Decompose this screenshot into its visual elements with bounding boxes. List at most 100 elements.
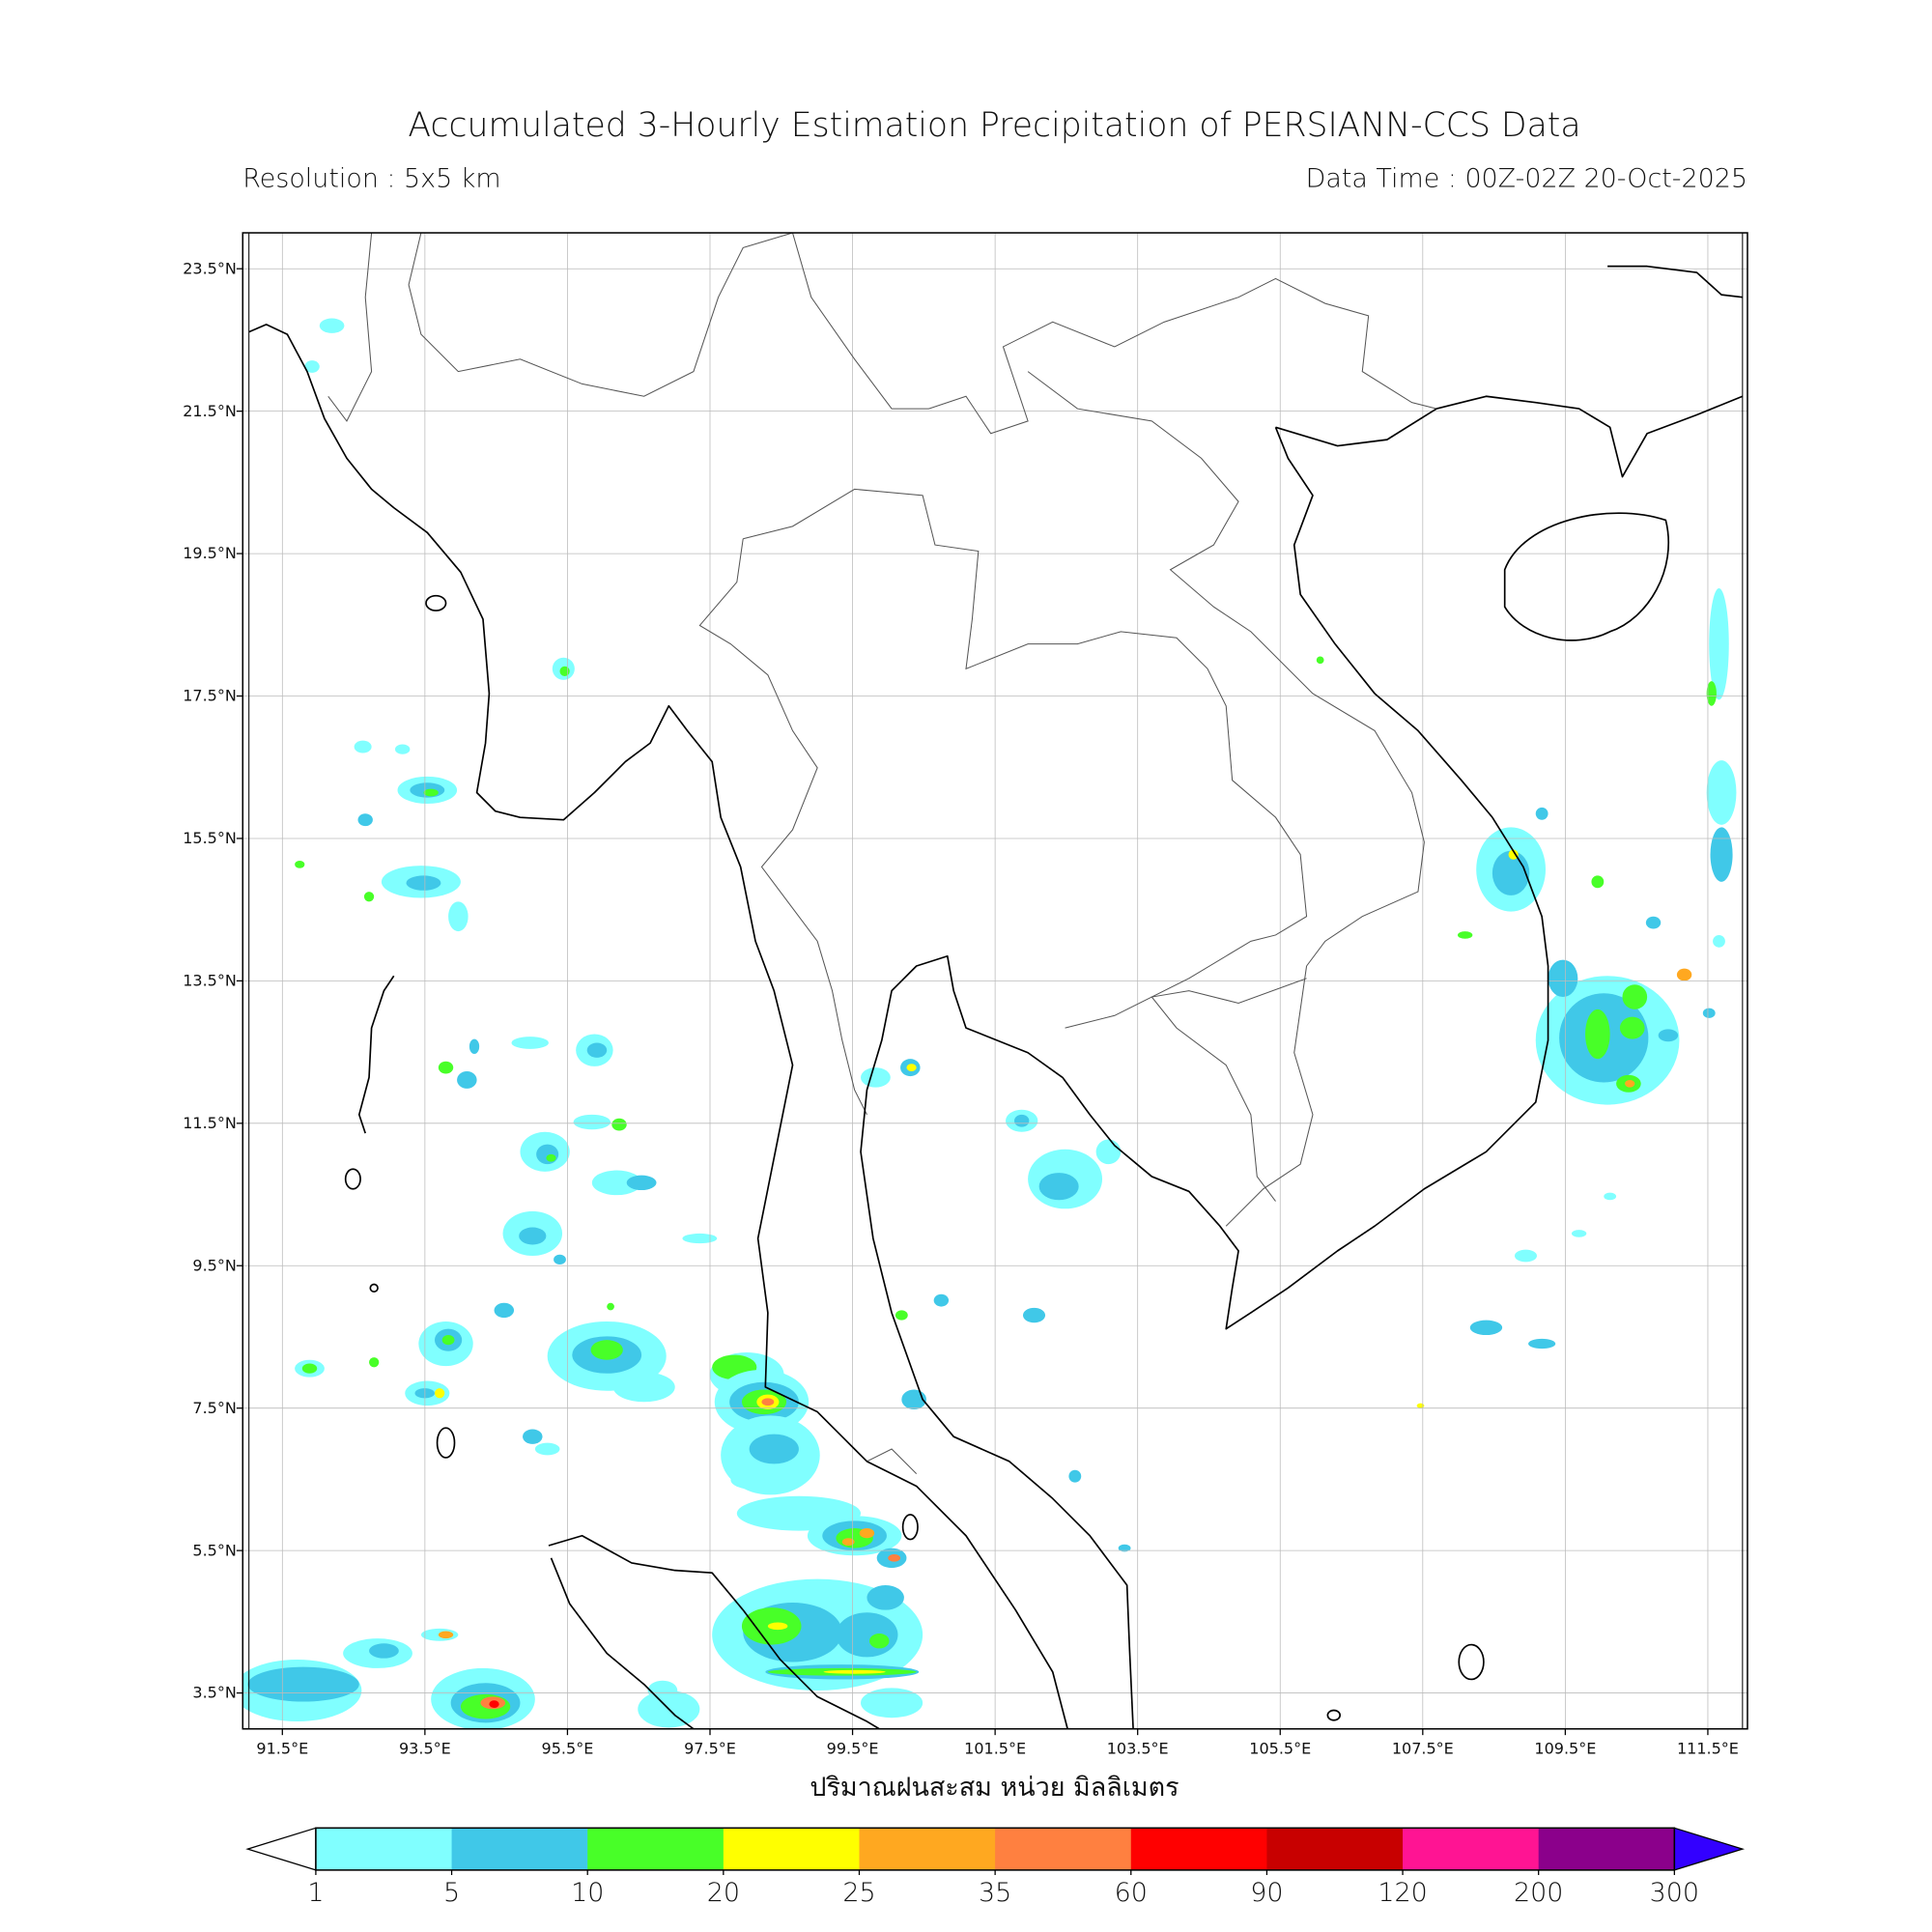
rain-cell <box>1571 1230 1587 1237</box>
rain-cell <box>357 813 373 827</box>
colorbar-over-triangle <box>1673 1827 1746 1871</box>
lat-tick-label: 23.5°N <box>183 259 237 277</box>
rain-cell <box>823 1669 886 1674</box>
rain-cell <box>448 901 469 932</box>
rain-cell <box>1622 984 1648 1009</box>
lat-tick-label: 5.5°N <box>192 1541 236 1559</box>
island <box>369 1283 379 1293</box>
rain-cell <box>1710 827 1733 882</box>
rain-cell <box>301 1363 318 1374</box>
rain-cell <box>534 1442 560 1456</box>
rain-cell <box>869 1634 890 1649</box>
rain-cell <box>1022 1307 1046 1323</box>
colorbar-under-triangle <box>245 1827 317 1871</box>
lon-tick-label: 103.5°E <box>1107 1739 1169 1757</box>
country-border <box>698 538 867 1116</box>
rain-cell <box>319 318 345 333</box>
resolution-label: Resolution : 5x5 km <box>242 164 500 194</box>
figure-title: Accumulated 3-Hourly Estimation Precipit… <box>408 106 1580 145</box>
rain-cell <box>546 1153 556 1162</box>
island <box>425 594 447 611</box>
rain-cell <box>591 1170 642 1196</box>
rain-cell <box>1095 1139 1122 1165</box>
rain-cell <box>1528 1338 1556 1350</box>
colorbar-segment <box>315 1828 453 1870</box>
rain-cell <box>354 740 372 753</box>
rain-cell <box>906 1064 917 1071</box>
lat-tick-label: 11.5°N <box>183 1114 237 1132</box>
rain-cell <box>1625 1079 1635 1088</box>
island <box>1326 1709 1342 1721</box>
colorbar-label: 60 <box>1115 1878 1148 1908</box>
colorbar-label: 35 <box>979 1878 1011 1908</box>
lat-tick-label: 15.5°N <box>183 829 237 847</box>
coastline <box>1607 265 1743 298</box>
rain-cell <box>1508 849 1519 860</box>
rain-cell <box>494 1302 515 1319</box>
rain-cell <box>536 1144 559 1165</box>
rain-cell <box>1706 760 1737 825</box>
rain-cell <box>767 1622 788 1631</box>
rain-layer <box>242 318 1737 1729</box>
lat-tick-label: 13.5°N <box>183 972 237 990</box>
rain-cell <box>1645 916 1662 929</box>
axis-ticks: 91.5°E 93.5°E 95.5°E 97.5°E 99.5°E 101.5°E 103… <box>183 259 1739 1757</box>
x-axis-label: ปริมาณฝนสะสม หน่วย มิลลิเมตร <box>810 1773 1179 1803</box>
rain-cell <box>1709 587 1729 700</box>
rain-cell <box>1591 875 1605 889</box>
rain-cell <box>1548 959 1578 998</box>
country-border <box>1027 371 1425 967</box>
colorbar-label: 1 <box>307 1878 324 1908</box>
colorbar-segment <box>723 1828 861 1870</box>
rain-cell <box>1416 1403 1425 1408</box>
rain-cell <box>590 1340 623 1360</box>
rain-cell <box>607 1302 614 1311</box>
rain-cell <box>489 1700 499 1708</box>
lon-tick-label: 91.5°E <box>256 1739 308 1757</box>
rain-cell <box>1619 1016 1645 1039</box>
lon-tick-label: 99.5°E <box>827 1739 879 1757</box>
lon-tick-label: 101.5°E <box>964 1739 1026 1757</box>
lat-tick-label: 9.5°N <box>192 1256 236 1274</box>
rain-cell <box>867 1585 904 1610</box>
data-time-label: Data Time : 00Z-02Z 20-Oct-2025 <box>1306 164 1747 194</box>
rain-cell <box>1676 968 1692 981</box>
rain-cell <box>441 1335 455 1346</box>
rain-cell <box>1118 1544 1131 1552</box>
lon-tick-label: 111.5°E <box>1677 1739 1739 1757</box>
country-border <box>327 233 373 422</box>
country-border <box>408 233 793 397</box>
rain-cell <box>1038 1173 1079 1201</box>
rain-cell <box>933 1293 950 1307</box>
colorbar-label: 20 <box>707 1878 740 1908</box>
lon-tick-label: 109.5°E <box>1534 1739 1596 1757</box>
lon-tick-label: 97.5°E <box>684 1739 736 1757</box>
rain-cell <box>1469 1320 1503 1336</box>
rain-cell <box>1068 1469 1082 1483</box>
lon-tick-label: 95.5°E <box>542 1739 594 1757</box>
rain-cell <box>457 1070 477 1089</box>
rain-cell <box>1514 1249 1538 1263</box>
rain-cell <box>469 1038 480 1055</box>
colorbar-label: 90 <box>1250 1878 1283 1908</box>
lon-tick-label: 105.5°E <box>1249 1739 1311 1757</box>
lon-tick-label: 93.5°E <box>399 1739 451 1757</box>
colorbar: 1 5 10 20 25 35 60 90 120 200 300 <box>245 1827 1746 1908</box>
lat-tick-label: 19.5°N <box>183 544 237 562</box>
rain-cell <box>394 744 411 754</box>
colorbar-label: 200 <box>1514 1878 1563 1908</box>
rain-cell <box>861 1067 891 1088</box>
rain-cell <box>523 1429 543 1444</box>
map-area <box>242 233 1747 1729</box>
rain-cell <box>761 1398 775 1406</box>
coastline <box>550 1557 695 1729</box>
rain-cell <box>861 1688 923 1719</box>
lat-tick-label: 17.5°N <box>183 687 237 705</box>
rain-cell <box>1713 934 1725 948</box>
rain-cell <box>611 1118 627 1131</box>
rain-cell <box>1535 807 1548 820</box>
rain-cell <box>682 1233 718 1244</box>
rain-cell <box>730 1469 781 1491</box>
country-border <box>743 488 1308 1029</box>
